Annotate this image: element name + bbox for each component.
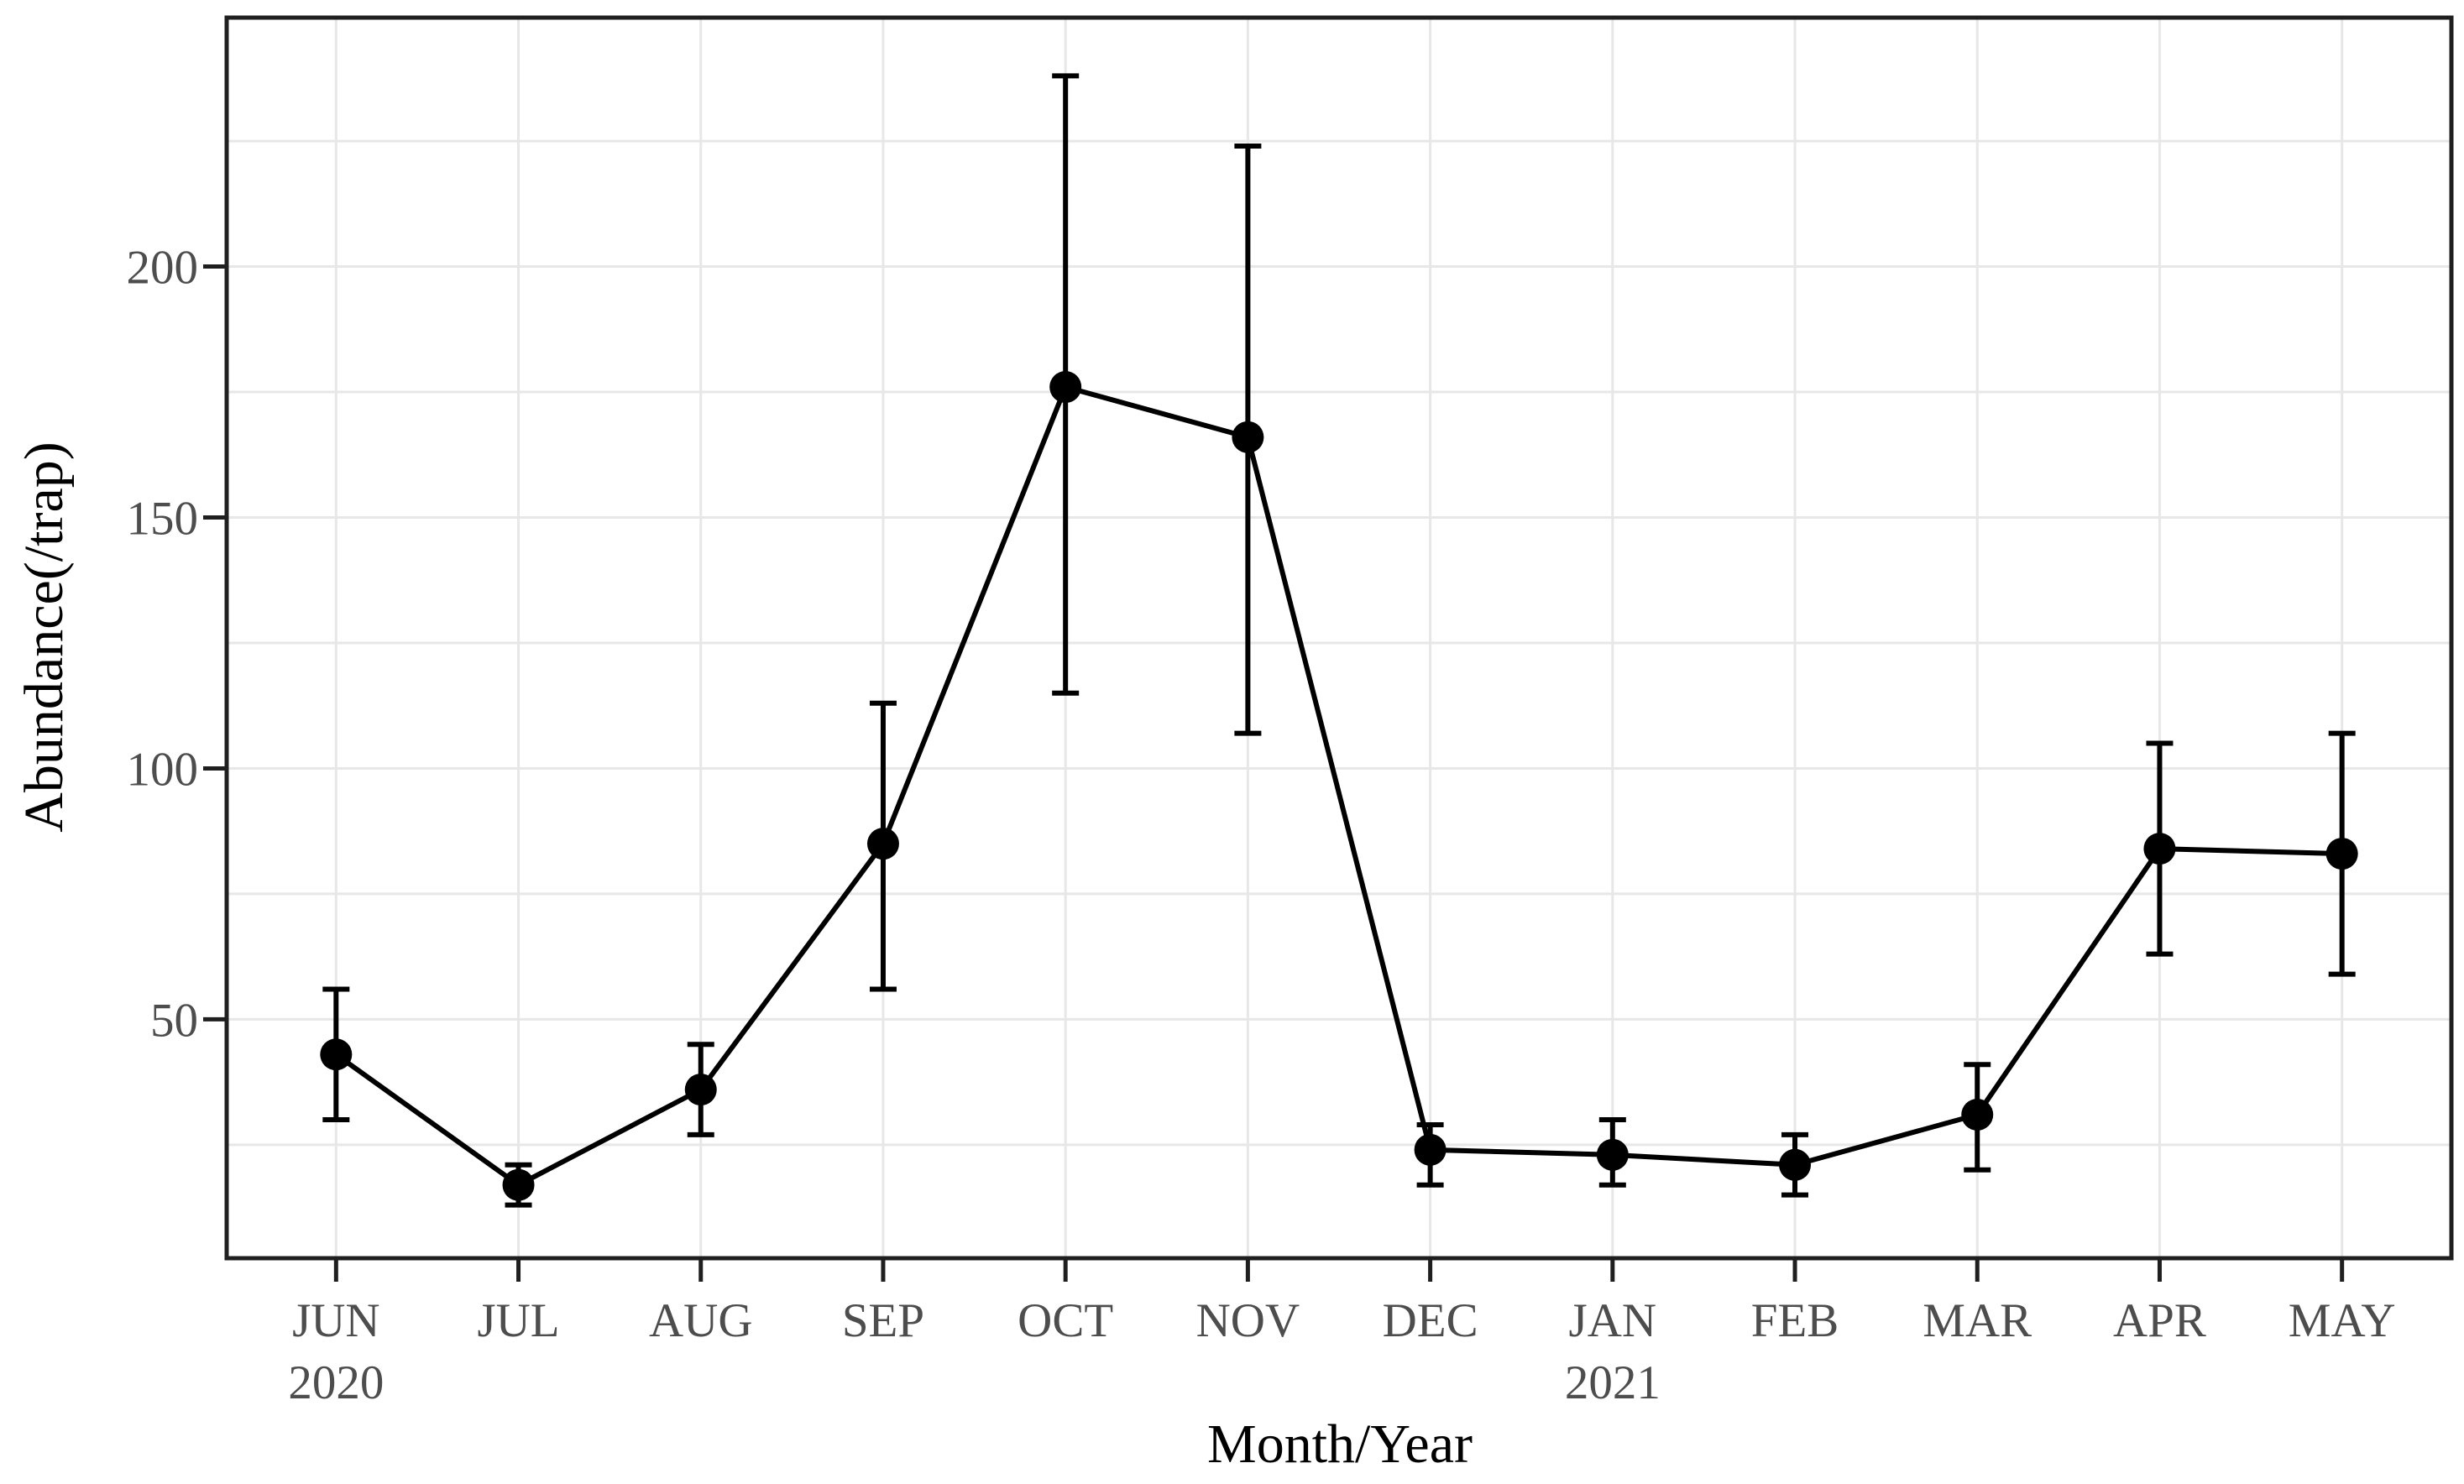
panel-border <box>224 15 2454 1261</box>
x-tick-label: MAR <box>1923 1294 2032 1347</box>
y-tick-label: 200 <box>127 242 199 295</box>
x-tick-label: JUN <box>292 1294 380 1347</box>
y-tick-label: 50 <box>150 994 198 1047</box>
x-tick-label: DEC <box>1383 1294 1478 1347</box>
x-tick-year-label: 2021 <box>1565 1356 1661 1409</box>
data-point <box>1414 1133 1446 1166</box>
data-point <box>1049 371 1082 404</box>
x-tick-label: JAN <box>1569 1294 1657 1347</box>
x-tick-label: OCT <box>1018 1294 1113 1347</box>
data-point <box>1779 1148 1812 1181</box>
horizontal-gridlines <box>227 139 2451 1147</box>
x-tick-label: NOV <box>1196 1294 1300 1347</box>
x-tick-label: FEB <box>1751 1294 1839 1347</box>
x-tick-labels: JUN 2020 JUL AUG SEP OCT NOV DEC JAN 2021 FEB MAR AP… <box>288 1294 2395 1409</box>
data-point <box>1232 421 1264 453</box>
x-axis-title: Month/Year <box>1207 1413 1473 1475</box>
y-tick-label: 150 <box>127 493 199 546</box>
data-point <box>866 828 899 860</box>
data-point <box>320 1038 353 1071</box>
data-points <box>320 371 2358 1201</box>
data-point <box>684 1074 717 1106</box>
axis-ticks <box>203 264 2345 1282</box>
y-axis-title: Abundance(/trap) <box>13 442 75 833</box>
x-tick-label: MAY <box>2289 1294 2396 1347</box>
plot-panel <box>227 18 2451 1258</box>
data-point <box>1596 1138 1629 1171</box>
x-tick-label: APR <box>2113 1294 2206 1347</box>
x-tick-label: SEP <box>842 1294 924 1347</box>
data-point <box>2143 833 2176 865</box>
x-tick-year-label: 2020 <box>288 1356 384 1409</box>
data-point <box>502 1168 535 1201</box>
x-tick-label: JUL <box>477 1294 559 1347</box>
y-tick-label: 100 <box>127 743 199 796</box>
data-point <box>2325 838 2358 870</box>
data-point <box>1961 1099 1994 1131</box>
x-tick-label: AUG <box>649 1294 753 1347</box>
y-tick-labels: 50 100 150 200 <box>127 242 199 1048</box>
series-line <box>333 384 2345 1188</box>
